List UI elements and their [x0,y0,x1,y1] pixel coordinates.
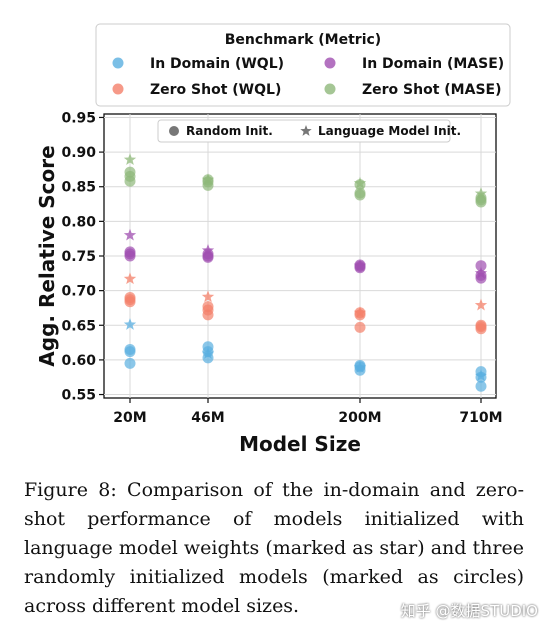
benchmark-legend: Benchmark (Metric) In Domain (WQL) In Dom… [95,23,511,107]
star-marker [353,306,367,319]
circle-marker [124,292,136,304]
legend-title: Benchmark (Metric) [225,32,381,48]
legend-label-lm-init: Language Model Init. [318,124,461,138]
circle-marker [475,380,487,392]
star-marker [353,361,367,373]
y-tick-label: 0.65 [61,318,96,334]
x-tick-label: 710M [459,410,502,426]
y-tick-label: 0.95 [61,110,96,126]
circle-marker [475,260,487,272]
x-tick-label: 46M [191,410,224,426]
x-tick-label: 200M [338,410,381,426]
star-marker [353,259,367,271]
star-marker [201,290,215,303]
plot-area: 0.55 0.60 0.65 0.70 0.75 0.80 0.85 0.90 0.95 20M… [61,110,502,426]
star-marker [474,298,488,311]
legend-swatch [112,57,124,69]
legend-star-marker [300,125,312,136]
star-marker [123,318,137,330]
star-marker [474,369,488,382]
star-marker [353,176,367,189]
circle-marker [124,357,136,369]
star-marker [123,272,137,285]
chart-figure: Benchmark (Metric) In Domain (WQL) In Dom… [35,23,511,456]
legend-swatch [324,57,336,69]
star-marker [474,187,488,199]
circle-marker [124,166,136,178]
legend-swatch [324,83,336,95]
star-marker [201,347,215,359]
y-tick-label: 0.80 [61,214,96,230]
legend-entry-label: Zero Shot (WQL) [150,82,281,98]
y-tick-label: 0.55 [61,388,96,404]
y-tick-label: 0.60 [61,353,96,369]
circle-marker [475,319,487,331]
y-tick-label: 0.90 [61,145,96,161]
legend-entry-label: In Domain (WQL) [150,56,284,72]
marker-legend: Random Init. Language Model Init. [157,119,461,143]
x-axis-label: Model Size [239,432,361,456]
legend-entry-label: In Domain (MASE) [362,56,504,72]
legend-swatch [112,83,124,95]
legend-circle-marker [169,126,179,136]
y-tick-label: 0.75 [61,249,96,265]
star-marker [474,266,488,279]
y-tick-label: 0.70 [61,284,96,300]
star-marker [123,153,137,165]
legend-label-random-init: Random Init. [186,124,273,138]
data-points [123,153,488,392]
y-axis-ticks: 0.55 0.60 0.65 0.70 0.75 0.80 0.85 0.90 0.95 [61,110,104,404]
watermark: 知乎 @数据STUDIO [400,602,538,620]
x-axis-ticks: 20M 46M 200M 710M [113,398,503,426]
figure-caption: Figure 8: Comparison of the in-domain an… [24,479,524,617]
y-axis-label: Agg. Relative Score [35,145,59,366]
star-marker [201,243,215,256]
circle-marker [124,344,136,356]
circle-marker [202,301,214,313]
star-marker [123,228,137,241]
y-tick-label: 0.85 [61,180,96,196]
legend-entry-label: Zero Shot (MASE) [362,82,502,98]
circle-marker [202,341,214,353]
circle-marker [354,187,366,199]
circle-marker [124,246,136,258]
circle-marker [354,321,366,333]
x-tick-label: 20M [113,410,146,426]
star-marker [201,173,215,186]
